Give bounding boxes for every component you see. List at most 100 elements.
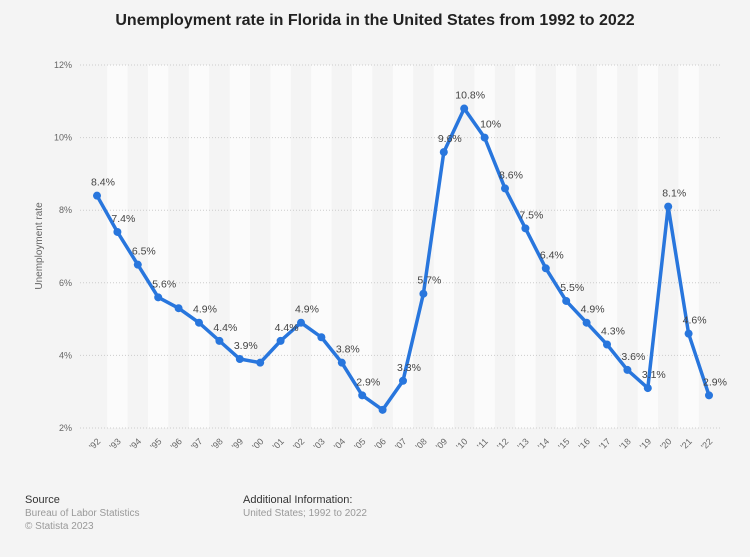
- data-point: [256, 358, 265, 367]
- data-label: 4.6%: [683, 315, 707, 327]
- x-tick-label: '93: [107, 436, 122, 451]
- data-label: 4.3%: [601, 326, 625, 338]
- info-heading: Additional Information:: [243, 494, 353, 506]
- data-label: 10%: [480, 119, 501, 131]
- column-stripe: [311, 65, 332, 428]
- x-tick-label: '07: [393, 436, 408, 451]
- data-point: [235, 355, 244, 364]
- column-stripe: [474, 65, 495, 428]
- data-label: 3.3%: [397, 362, 421, 374]
- data-point: [297, 318, 305, 327]
- data-label: 5.5%: [560, 282, 584, 294]
- column-stripe: [270, 65, 291, 428]
- data-point: [358, 391, 367, 400]
- x-tick-label: '14: [536, 436, 551, 451]
- x-tick-label: '17: [597, 436, 612, 451]
- x-tick-label: '94: [128, 436, 143, 451]
- source-block: Source Bureau of Labor Statistics © Stat…: [25, 494, 140, 533]
- x-tick-label: '99: [230, 436, 245, 451]
- x-tick-label: '95: [148, 436, 163, 451]
- data-label: 10.8%: [455, 90, 485, 102]
- data-label: 5.7%: [417, 275, 441, 287]
- data-label: 3.6%: [621, 351, 645, 363]
- source-heading: Source: [25, 494, 60, 506]
- x-tick-label: '01: [271, 436, 286, 451]
- data-label: 9.6%: [438, 133, 462, 145]
- column-stripe: [596, 65, 618, 428]
- data-label: 8.1%: [662, 188, 686, 200]
- x-tick-label: '15: [556, 436, 571, 451]
- x-tick-label: '16: [577, 436, 592, 451]
- column-stripe: [556, 65, 577, 428]
- data-point: [603, 340, 611, 349]
- y-tick-label: 6%: [59, 278, 72, 288]
- data-point: [378, 405, 387, 414]
- x-tick-label: '96: [169, 436, 184, 451]
- data-point: [215, 336, 224, 345]
- data-label: 7.5%: [519, 209, 543, 221]
- column-stripe: [107, 65, 128, 428]
- data-label: 4.4%: [275, 322, 299, 334]
- data-label: 3.9%: [234, 340, 258, 352]
- data-point: [174, 304, 183, 313]
- data-point: [582, 318, 591, 327]
- chart-title: Unemployment rate in Florida in the Unit…: [115, 12, 635, 29]
- column-stripe: [678, 65, 699, 428]
- y-tick-label: 12%: [54, 60, 72, 70]
- column-stripe: [188, 65, 210, 428]
- x-tick-label: '04: [332, 436, 347, 451]
- data-label: 3.1%: [642, 369, 666, 381]
- data-label: 6.4%: [540, 249, 564, 261]
- x-tick-label: '11: [475, 436, 490, 451]
- data-point: [113, 227, 122, 236]
- data-point: [133, 260, 142, 269]
- data-point: [276, 336, 285, 345]
- data-point: [562, 296, 571, 305]
- info-text: United States; 1992 to 2022: [243, 508, 367, 519]
- data-point: [195, 318, 203, 327]
- y-tick-label: 2%: [59, 423, 72, 433]
- data-label: 4.9%: [193, 304, 217, 316]
- data-point: [93, 191, 101, 200]
- source-text[interactable]: Bureau of Labor Statistics: [25, 508, 140, 519]
- data-point: [480, 133, 489, 142]
- data-point: [705, 391, 713, 400]
- data-point: [521, 224, 530, 233]
- data-label: 7.4%: [111, 213, 135, 225]
- data-point: [643, 384, 652, 393]
- column-stripe: [392, 65, 414, 428]
- x-tick-label: '00: [250, 436, 265, 451]
- data-label: 5.6%: [152, 278, 176, 290]
- column-stripe: [515, 65, 536, 428]
- y-tick-label: 4%: [59, 350, 72, 360]
- y-axis-label: Unemployment rate: [34, 202, 45, 290]
- info-block: Additional Information: United States; 1…: [243, 494, 367, 520]
- data-label: 8.4%: [91, 177, 115, 189]
- data-label: 4.9%: [295, 304, 319, 316]
- data-label: 6.5%: [132, 246, 156, 258]
- column-stripe: [352, 65, 373, 428]
- data-label: 4.9%: [581, 304, 605, 316]
- data-label: 8.6%: [499, 169, 523, 181]
- x-tick-label: '19: [638, 436, 653, 451]
- data-point: [460, 104, 469, 113]
- x-tick-label: '02: [291, 436, 306, 451]
- data-point: [684, 329, 693, 338]
- data-label: 4.4%: [213, 322, 237, 334]
- x-tick-label: '92: [87, 436, 102, 451]
- x-tick-label: '09: [434, 436, 449, 451]
- y-tick-label: 8%: [59, 205, 72, 215]
- x-tick-label: '12: [495, 436, 510, 451]
- x-tick-label: '20: [658, 436, 673, 451]
- x-tick-label: '22: [699, 436, 714, 451]
- x-tick-label: '18: [617, 436, 632, 451]
- data-point: [317, 333, 326, 342]
- data-point: [399, 376, 407, 385]
- data-point: [501, 184, 509, 193]
- x-tick-label: '05: [352, 436, 367, 451]
- column-stripe: [229, 65, 250, 428]
- y-tick-label: 10%: [54, 133, 72, 143]
- column-stripe: [433, 65, 454, 428]
- x-tick-label: '97: [189, 436, 204, 451]
- x-tick-label: '03: [311, 436, 326, 451]
